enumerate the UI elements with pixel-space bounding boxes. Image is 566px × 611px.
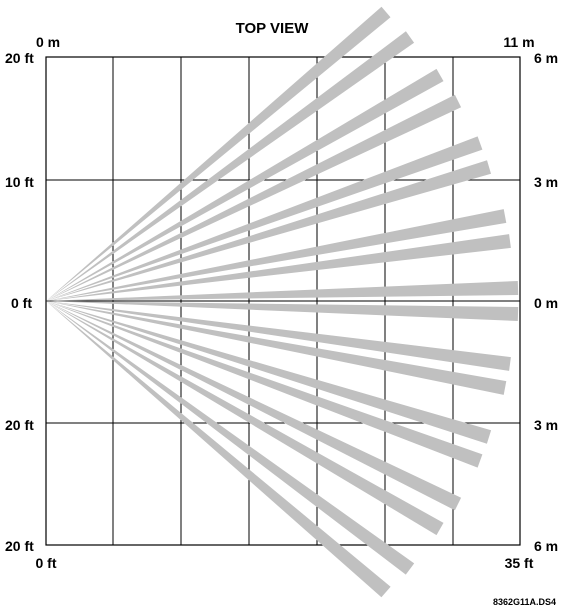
x-axis-start-label: 0 ft — [36, 555, 57, 571]
right-top-meter-label: 11 m — [503, 34, 534, 50]
x-axis-end-label: 35 ft — [505, 555, 534, 571]
detection-beam — [46, 136, 482, 301]
right-middle-label: 0 m — [534, 295, 558, 311]
figure-code: 8362G11A.DS4 — [493, 597, 556, 607]
right-bottom-label: 6 m — [534, 538, 558, 554]
detection-beam — [46, 301, 482, 468]
left-top-meter-label: 0 m — [36, 34, 60, 50]
right-upper-label: 3 m — [534, 174, 558, 190]
left-bottom-feet-label: 20 ft — [5, 538, 34, 554]
left-top-feet-label: 20 ft — [5, 50, 34, 66]
right-lower-label: 3 m — [534, 417, 558, 433]
right-top-label: 6 m — [534, 50, 558, 66]
left-upper-feet-label: 10 ft — [5, 174, 34, 190]
detection-beams — [46, 7, 518, 598]
left-middle-feet-label: 0 ft — [11, 295, 32, 311]
diagram-title: TOP VIEW — [236, 20, 310, 37]
left-lower-feet-label: 20 ft — [5, 417, 34, 433]
